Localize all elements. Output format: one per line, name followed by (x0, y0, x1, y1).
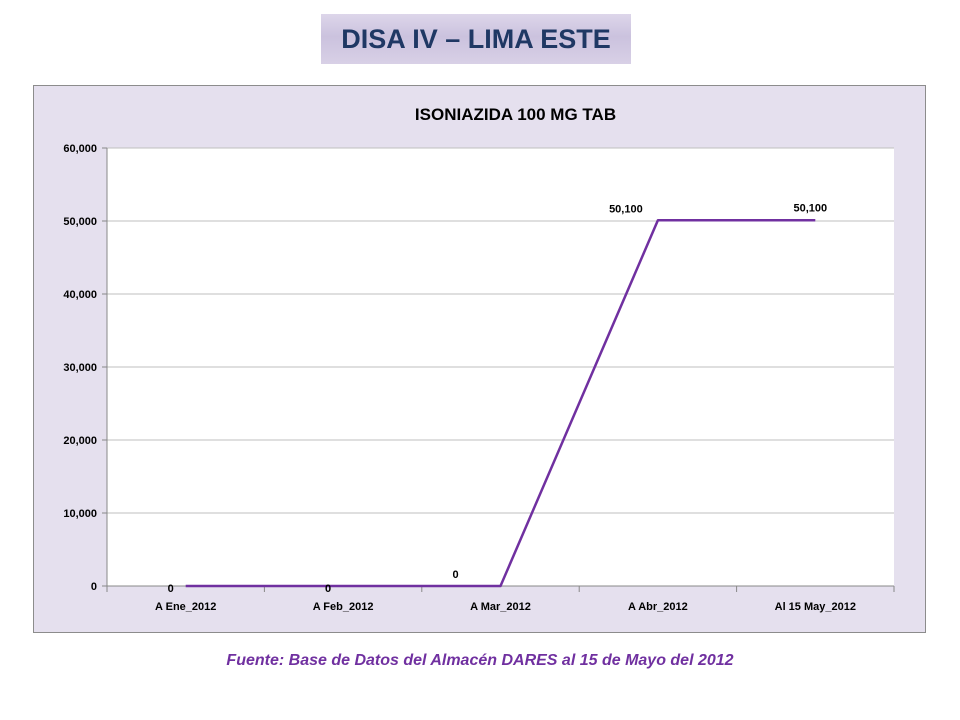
x-tick-label: A Mar_2012 (470, 601, 531, 613)
chart-title: ISONIAZIDA 100 MG TAB (415, 105, 616, 124)
y-tick-label: 60,000 (63, 143, 97, 155)
x-tick-label: Al 15 May_2012 (775, 601, 856, 613)
y-tick-label: 20,000 (63, 435, 97, 447)
x-tick-label: A Feb_2012 (313, 601, 374, 613)
source-note: Fuente: Base de Datos del Almacén DARES … (226, 652, 734, 669)
y-tick-label: 10,000 (63, 508, 97, 520)
data-label: 0 (325, 583, 331, 595)
data-label: 0 (168, 583, 174, 595)
slide-title: DISA IV – LIMA ESTE (321, 14, 631, 64)
series-line (185, 219, 816, 588)
y-tick-label: 40,000 (63, 289, 97, 301)
data-label: 0 (452, 569, 458, 581)
data-label: 50,100 (793, 202, 827, 214)
line-chart: ISONIAZIDA 100 MG TAB 0 10,000 20,000 30,000… (63, 105, 895, 613)
chart-frame: ISONIAZIDA 100 MG TAB 0 10,000 20,000 30,000… (33, 85, 926, 633)
data-label: 50,100 (609, 203, 643, 215)
y-tick-label: 30,000 (63, 362, 97, 374)
x-tick-label: A Ene_2012 (155, 601, 216, 613)
x-tick-label: A Abr_2012 (628, 601, 688, 613)
y-tick-label: 50,000 (63, 216, 97, 228)
y-tick-label: 0 (91, 581, 97, 593)
